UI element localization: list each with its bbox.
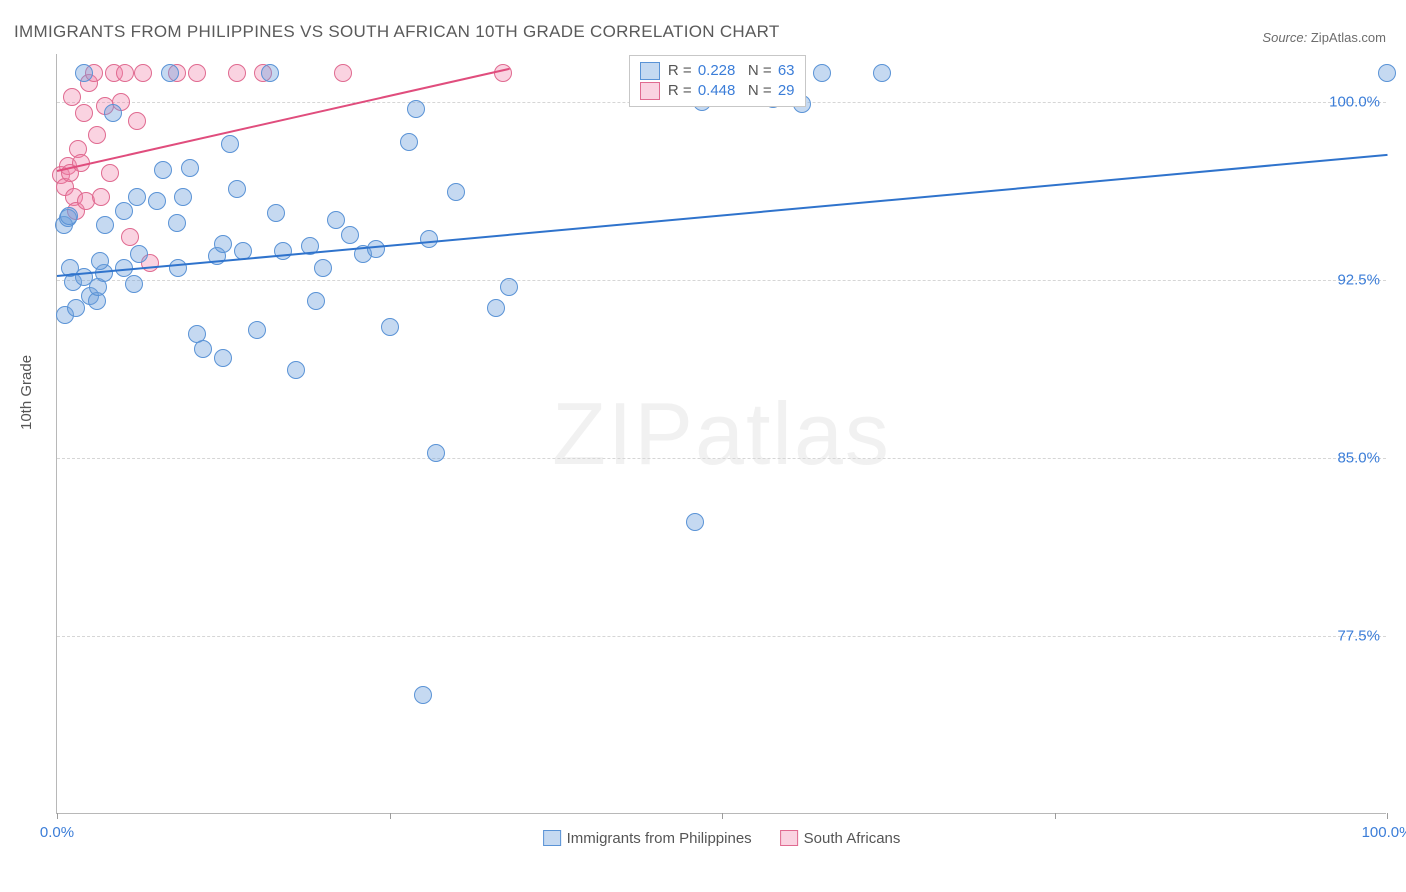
scatter-point-blue bbox=[427, 444, 445, 462]
scatter-point-blue bbox=[248, 321, 266, 339]
scatter-point-blue bbox=[341, 226, 359, 244]
gridline-h bbox=[57, 636, 1386, 637]
series-legend: Immigrants from Philippines South African… bbox=[543, 830, 901, 847]
scatter-point-blue bbox=[367, 240, 385, 258]
legend-swatch bbox=[640, 82, 660, 100]
scatter-point-pink bbox=[334, 64, 352, 82]
scatter-point-pink bbox=[228, 64, 246, 82]
legend-stats: R = 0.228 N = 63 bbox=[668, 62, 795, 79]
watermark-light: atlas bbox=[695, 384, 891, 483]
scatter-point-blue bbox=[414, 686, 432, 704]
scatter-point-blue bbox=[154, 161, 172, 179]
trendline-pink bbox=[57, 68, 510, 172]
scatter-point-pink bbox=[116, 64, 134, 82]
scatter-point-blue bbox=[148, 192, 166, 210]
scatter-point-blue bbox=[161, 64, 179, 82]
ytick-label: 85.0% bbox=[1337, 449, 1380, 466]
xtick-label: 0.0% bbox=[40, 824, 74, 841]
scatter-point-pink bbox=[75, 104, 93, 122]
xtick-mark bbox=[1055, 813, 1056, 819]
legend-entry: South Africans bbox=[780, 830, 901, 847]
watermark-bold: ZIP bbox=[552, 384, 695, 483]
scatter-point-pink bbox=[188, 64, 206, 82]
xtick-mark bbox=[57, 813, 58, 819]
gridline-h bbox=[57, 280, 1386, 281]
scatter-point-blue bbox=[381, 318, 399, 336]
correlation-legend: R = 0.228 N = 63 R = 0.448 N = 29 bbox=[629, 55, 806, 107]
scatter-point-blue bbox=[813, 64, 831, 82]
scatter-point-blue bbox=[873, 64, 891, 82]
scatter-point-blue bbox=[214, 235, 232, 253]
scatter-point-pink bbox=[63, 88, 81, 106]
scatter-point-blue bbox=[327, 211, 345, 229]
scatter-point-blue bbox=[181, 159, 199, 177]
y-axis-label: 10th Grade bbox=[18, 355, 35, 430]
scatter-point-blue bbox=[314, 259, 332, 277]
scatter-point-blue bbox=[67, 299, 85, 317]
scatter-point-pink bbox=[88, 126, 106, 144]
scatter-point-blue bbox=[228, 180, 246, 198]
scatter-point-pink bbox=[121, 228, 139, 246]
scatter-point-pink bbox=[134, 64, 152, 82]
xtick-mark bbox=[390, 813, 391, 819]
xtick-label: 100.0% bbox=[1362, 824, 1406, 841]
scatter-point-blue bbox=[169, 259, 187, 277]
legend-swatch bbox=[640, 62, 660, 80]
scatter-point-pink bbox=[494, 64, 512, 82]
scatter-point-blue bbox=[420, 230, 438, 248]
trendline-blue bbox=[57, 154, 1387, 277]
scatter-point-blue bbox=[75, 64, 93, 82]
scatter-point-blue bbox=[96, 216, 114, 234]
scatter-point-blue bbox=[130, 245, 148, 263]
scatter-point-blue bbox=[686, 513, 704, 531]
scatter-point-blue bbox=[267, 204, 285, 222]
scatter-point-blue bbox=[174, 188, 192, 206]
scatter-point-blue bbox=[115, 202, 133, 220]
source-attribution: Source: ZipAtlas.com bbox=[1262, 30, 1386, 45]
scatter-point-blue bbox=[307, 292, 325, 310]
scatter-plot-area: ZIPatlas 100.0%92.5%85.0%77.5%0.0%100.0%… bbox=[56, 54, 1386, 814]
watermark: ZIPatlas bbox=[552, 383, 891, 485]
ytick-label: 77.5% bbox=[1337, 627, 1380, 644]
scatter-point-blue bbox=[500, 278, 518, 296]
scatter-point-blue bbox=[261, 64, 279, 82]
ytick-label: 92.5% bbox=[1337, 271, 1380, 288]
scatter-point-blue bbox=[487, 299, 505, 317]
scatter-point-pink bbox=[101, 164, 119, 182]
scatter-point-blue bbox=[128, 188, 146, 206]
scatter-point-blue bbox=[221, 135, 239, 153]
scatter-point-blue bbox=[168, 214, 186, 232]
source-label: Source: bbox=[1262, 30, 1307, 45]
ytick-label: 100.0% bbox=[1329, 93, 1380, 110]
scatter-point-blue bbox=[287, 361, 305, 379]
scatter-point-blue bbox=[91, 252, 109, 270]
scatter-point-blue bbox=[125, 275, 143, 293]
scatter-point-blue bbox=[400, 133, 418, 151]
xtick-mark bbox=[722, 813, 723, 819]
scatter-point-blue bbox=[214, 349, 232, 367]
chart-title: IMMIGRANTS FROM PHILIPPINES VS SOUTH AFR… bbox=[14, 22, 780, 42]
legend-row: R = 0.228 N = 63 bbox=[640, 62, 795, 80]
scatter-point-blue bbox=[194, 340, 212, 358]
scatter-point-blue bbox=[274, 242, 292, 260]
legend-row: R = 0.448 N = 29 bbox=[640, 82, 795, 100]
scatter-point-blue bbox=[407, 100, 425, 118]
xtick-mark bbox=[1387, 813, 1388, 819]
gridline-h bbox=[57, 458, 1386, 459]
legend-stats: R = 0.448 N = 29 bbox=[668, 82, 795, 99]
scatter-point-pink bbox=[92, 188, 110, 206]
legend-entry: Immigrants from Philippines bbox=[543, 830, 752, 847]
scatter-point-blue bbox=[447, 183, 465, 201]
scatter-point-pink bbox=[128, 112, 146, 130]
scatter-point-blue bbox=[104, 104, 122, 122]
scatter-point-blue bbox=[60, 207, 78, 225]
scatter-point-blue bbox=[1378, 64, 1396, 82]
source-value: ZipAtlas.com bbox=[1311, 30, 1386, 45]
